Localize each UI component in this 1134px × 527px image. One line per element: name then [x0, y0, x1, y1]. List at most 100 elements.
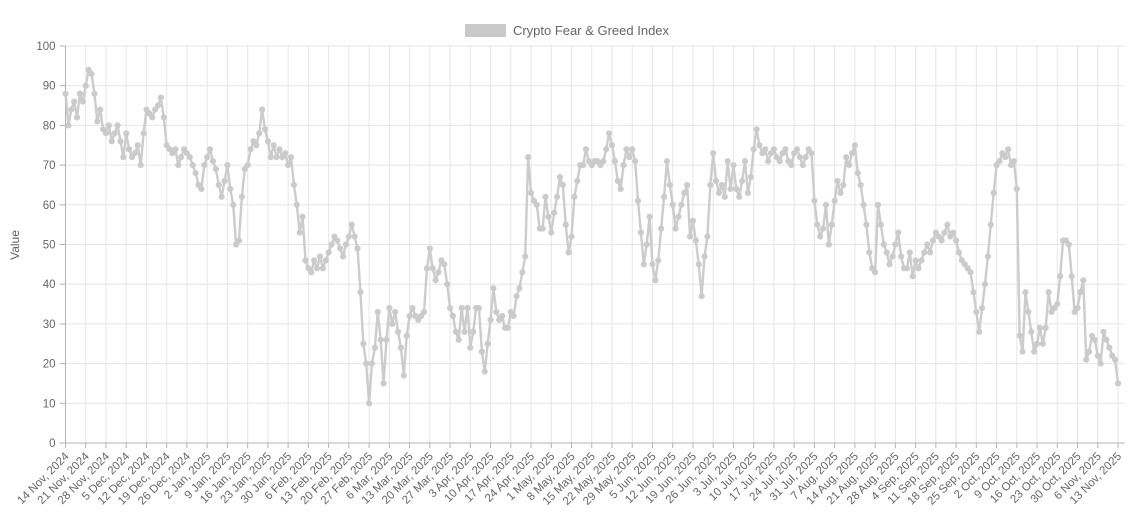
data-point-marker[interactable] — [426, 245, 433, 252]
data-point-marker[interactable] — [854, 169, 861, 177]
data-point-marker[interactable] — [160, 114, 167, 121]
data-point-marker[interactable] — [406, 312, 413, 320]
data-point-marker[interactable] — [120, 154, 127, 161]
data-point-marker[interactable] — [629, 146, 636, 153]
data-point-marker[interactable] — [1112, 356, 1119, 363]
data-point-marker[interactable] — [1091, 336, 1098, 343]
data-point-marker[interactable] — [273, 154, 280, 161]
data-point-marker[interactable] — [1019, 348, 1026, 355]
data-point-marker[interactable] — [539, 225, 546, 232]
data-point-marker[interactable] — [1074, 304, 1081, 312]
data-point-marker[interactable] — [221, 177, 228, 185]
data-point-marker[interactable] — [392, 308, 399, 316]
data-point-marker[interactable] — [137, 162, 144, 169]
data-point-marker[interactable] — [461, 328, 468, 335]
data-point-marker[interactable] — [831, 197, 838, 204]
data-point-marker[interactable] — [134, 142, 141, 149]
data-point-marker[interactable] — [290, 181, 298, 189]
data-point-marker[interactable] — [198, 185, 205, 193]
data-point-marker[interactable] — [348, 221, 355, 228]
data-point-marker[interactable] — [420, 308, 428, 316]
data-point-marker[interactable] — [819, 225, 827, 232]
data-point-marker[interactable] — [698, 293, 705, 300]
data-point-marker[interactable] — [452, 328, 459, 335]
data-point-marker[interactable] — [1114, 380, 1122, 387]
data-point-marker[interactable] — [1036, 324, 1044, 331]
data-point-marker[interactable] — [172, 146, 179, 153]
data-point-marker[interactable] — [733, 185, 740, 193]
data-point-marker[interactable] — [814, 221, 821, 228]
data-point-marker[interactable] — [1025, 308, 1032, 316]
data-point-marker[interactable] — [533, 201, 540, 208]
data-point-marker[interactable] — [744, 189, 751, 196]
data-point-marker[interactable] — [444, 281, 451, 288]
data-point-marker[interactable] — [739, 177, 746, 185]
data-point-marker[interactable] — [97, 106, 104, 113]
data-point-marker[interactable] — [322, 257, 329, 264]
data-point-marker[interactable] — [204, 154, 211, 161]
data-point-marker[interactable] — [302, 257, 309, 264]
data-point-marker[interactable] — [400, 372, 407, 379]
data-point-marker[interactable] — [553, 193, 561, 200]
data-point-marker[interactable] — [1016, 332, 1023, 339]
data-point-marker[interactable] — [455, 336, 462, 343]
data-point-marker[interactable] — [423, 265, 431, 272]
data-point-marker[interactable] — [366, 400, 373, 407]
data-point-marker[interactable] — [123, 130, 130, 137]
data-point-marker[interactable] — [316, 253, 324, 260]
data-point-marker[interactable] — [345, 233, 352, 240]
data-point-marker[interactable] — [215, 181, 222, 189]
data-point-marker[interactable] — [614, 177, 621, 185]
data-point-marker[interactable] — [1057, 273, 1064, 280]
data-point-marker[interactable] — [449, 312, 457, 320]
data-point-marker[interactable] — [987, 221, 994, 228]
data-point-marker[interactable] — [640, 261, 647, 268]
data-point-marker[interactable] — [429, 265, 436, 272]
data-point-marker[interactable] — [527, 189, 535, 196]
data-point-marker[interactable] — [1010, 158, 1018, 165]
data-point-marker[interactable] — [663, 158, 671, 165]
data-point-marker[interactable] — [247, 146, 254, 153]
data-point-marker[interactable] — [548, 229, 555, 236]
data-point-marker[interactable] — [270, 142, 277, 149]
data-point-marker[interactable] — [872, 269, 879, 276]
data-point-marker[interactable] — [441, 261, 448, 268]
data-point-marker[interactable] — [522, 253, 529, 260]
data-point-marker[interactable] — [866, 249, 873, 256]
data-point-marker[interactable] — [600, 158, 607, 165]
data-point-marker[interactable] — [1045, 289, 1052, 296]
data-point-marker[interactable] — [551, 209, 558, 216]
data-point-marker[interactable] — [660, 193, 668, 200]
data-point-marker[interactable] — [990, 189, 997, 196]
data-point-marker[interactable] — [487, 316, 494, 324]
data-point-marker[interactable] — [1094, 352, 1101, 359]
data-point-marker[interactable] — [851, 142, 858, 149]
data-point-marker[interactable] — [970, 289, 977, 296]
data-point-marker[interactable] — [750, 146, 757, 153]
data-point-marker[interactable] — [374, 308, 381, 316]
data-point-marker[interactable] — [235, 237, 243, 244]
data-point-marker[interactable] — [259, 106, 266, 113]
data-point-marker[interactable] — [727, 185, 734, 193]
data-point-marker[interactable] — [886, 261, 893, 268]
data-point-marker[interactable] — [117, 138, 124, 145]
data-point-marker[interactable] — [747, 173, 754, 181]
data-point-marker[interactable] — [579, 162, 587, 169]
data-point-marker[interactable] — [403, 332, 410, 339]
data-point-marker[interactable] — [175, 162, 182, 169]
data-point-marker[interactable] — [94, 118, 101, 125]
data-point-marker[interactable] — [848, 150, 856, 157]
data-point-marker[interactable] — [603, 146, 610, 153]
data-point-marker[interactable] — [397, 344, 405, 351]
data-point-marker[interactable] — [313, 265, 321, 272]
data-point-marker[interactable] — [938, 237, 945, 244]
data-point-marker[interactable] — [227, 185, 234, 193]
data-point-marker[interactable] — [889, 253, 896, 260]
data-point-marker[interactable] — [189, 162, 196, 169]
data-point-marker[interactable] — [76, 90, 84, 97]
data-point-marker[interactable] — [921, 249, 928, 256]
data-point-marker[interactable] — [62, 90, 69, 97]
data-point-marker[interactable] — [178, 154, 185, 161]
data-point-marker[interactable] — [912, 257, 919, 264]
